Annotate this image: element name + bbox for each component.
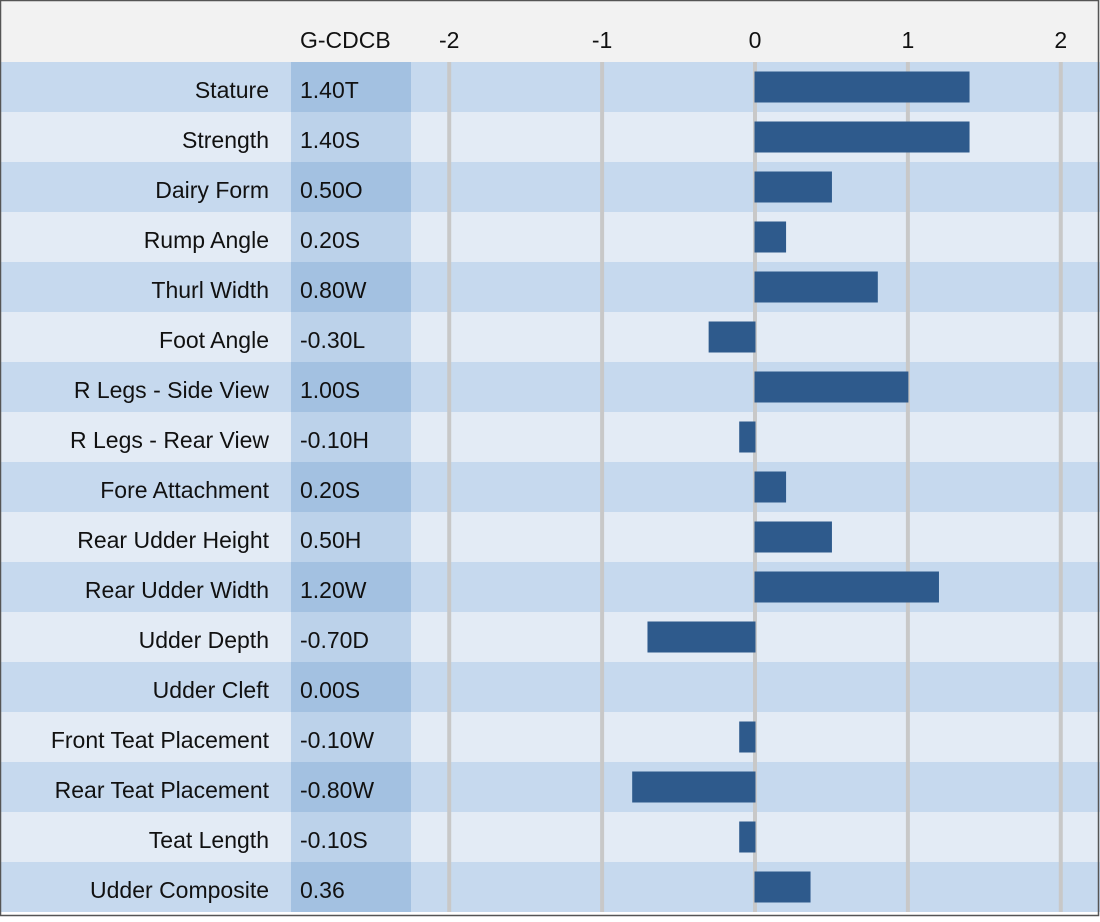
bar [708, 321, 756, 353]
value-cell-bg [291, 862, 411, 912]
value-label: 0.36 [300, 877, 345, 903]
bar [739, 821, 756, 853]
header-bg [0, 0, 1100, 62]
value-label: -0.10W [300, 727, 374, 753]
value-cell-bg [291, 512, 411, 562]
category-label: Thurl Width [151, 277, 269, 303]
value-label: -0.10S [300, 827, 368, 853]
row-bg [0, 162, 1100, 212]
category-label: Udder Cleft [153, 677, 270, 703]
x-tick-label: 0 [749, 27, 762, 53]
bar [754, 171, 832, 203]
bar [754, 521, 832, 553]
row-bg [0, 512, 1100, 562]
column-header: G-CDCB [300, 27, 391, 53]
value-label: 1.20W [300, 577, 367, 603]
x-tick-label: 1 [901, 27, 914, 53]
value-label: -0.80W [300, 777, 374, 803]
row-bg [0, 412, 1100, 462]
category-label: Stature [195, 77, 269, 103]
value-label: 0.50H [300, 527, 361, 553]
category-label: Foot Angle [159, 327, 269, 353]
category-label: R Legs - Side View [74, 377, 270, 403]
category-label: Dairy Form [155, 177, 269, 203]
value-cell-bg [291, 212, 411, 262]
category-label: Rump Angle [144, 227, 269, 253]
row-bg [0, 262, 1100, 312]
value-cell-bg [291, 712, 411, 762]
value-label: -0.30L [300, 327, 365, 353]
category-label: Front Teat Placement [51, 727, 270, 753]
x-tick-label: -2 [439, 27, 459, 53]
value-cell-bg [291, 112, 411, 162]
value-label: 1.40T [300, 77, 359, 103]
bar [739, 421, 756, 453]
bars [632, 71, 970, 903]
value-label: 1.00S [300, 377, 360, 403]
value-label: -0.10H [300, 427, 369, 453]
value-label: -0.70D [300, 627, 369, 653]
value-cell-bg [291, 312, 411, 362]
row-bg [0, 462, 1100, 512]
value-cell-bg [291, 162, 411, 212]
row-bg [0, 212, 1100, 262]
category-label: Fore Attachment [100, 477, 269, 503]
value-cell-bg [291, 262, 411, 312]
bar [647, 621, 756, 653]
row-bg [0, 712, 1100, 762]
value-label: 0.20S [300, 227, 360, 253]
bar [754, 221, 787, 253]
bar [754, 121, 970, 153]
bar [754, 271, 878, 303]
row-bg [0, 312, 1100, 362]
value-cell-bg [291, 662, 411, 712]
value-cell-bg [291, 362, 411, 412]
value-cell-bg [291, 62, 411, 112]
value-label: 0.20S [300, 477, 360, 503]
bar [754, 871, 811, 903]
x-tick-label: -1 [592, 27, 612, 53]
bar [754, 571, 939, 603]
bar [739, 721, 756, 753]
bar [632, 771, 756, 803]
row-bg [0, 612, 1100, 662]
row-bg [0, 662, 1100, 712]
category-label: Strength [182, 127, 269, 153]
value-cell-bg [291, 812, 411, 862]
value-label: 1.40S [300, 127, 360, 153]
value-cell-bg [291, 762, 411, 812]
row-bg [0, 762, 1100, 812]
category-label: Rear Teat Placement [55, 777, 270, 803]
row-bg [0, 362, 1100, 412]
value-label: 0.80W [300, 277, 367, 303]
row-bg [0, 862, 1100, 912]
rows: Stature 1.40T Strength 1.40S Dairy Form 0.50O… [0, 62, 1100, 912]
category-label: Rear Udder Width [85, 577, 269, 603]
bar [754, 371, 909, 403]
category-label: Udder Depth [139, 627, 269, 653]
bar [754, 71, 970, 103]
value-cell-bg [291, 412, 411, 462]
category-label: R Legs - Rear View [70, 427, 269, 453]
category-label: Udder Composite [90, 877, 269, 903]
category-label: Rear Udder Height [77, 527, 269, 553]
x-tick-label: 2 [1054, 27, 1067, 53]
value-cell-bg [291, 462, 411, 512]
row-bg [0, 812, 1100, 862]
value-cell-bg [291, 612, 411, 662]
value-cell-bg [291, 562, 411, 612]
bar [754, 471, 787, 503]
value-label: 0.00S [300, 677, 360, 703]
value-label: 0.50O [300, 177, 363, 203]
category-label: Teat Length [149, 827, 269, 853]
